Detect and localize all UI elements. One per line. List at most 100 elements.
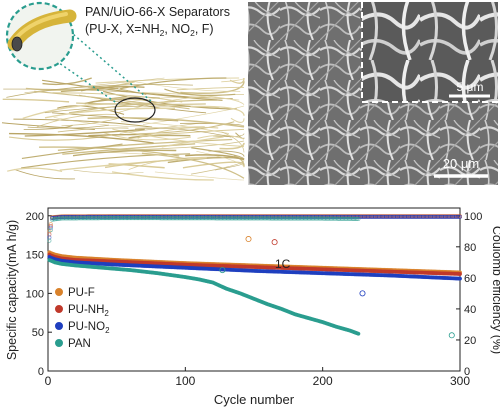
data-point bbox=[220, 216, 225, 221]
fiber-core bbox=[11, 36, 23, 52]
data-point bbox=[301, 216, 306, 221]
data-point bbox=[339, 216, 344, 221]
y2-tick-label: 0 bbox=[464, 366, 470, 378]
data-point bbox=[414, 214, 419, 219]
fiber-strand bbox=[73, 169, 144, 174]
data-point bbox=[387, 214, 392, 219]
data-point bbox=[187, 216, 192, 221]
data-point bbox=[393, 214, 398, 219]
plot-frame bbox=[47, 207, 461, 372]
fiber-strand bbox=[24, 77, 165, 94]
data-point bbox=[165, 216, 170, 221]
data-point bbox=[394, 214, 399, 219]
fiber-strand bbox=[221, 131, 245, 153]
data-point bbox=[197, 216, 202, 221]
data-point bbox=[103, 216, 108, 221]
data-point bbox=[132, 216, 137, 221]
legend-item: PU-F bbox=[55, 287, 95, 299]
data-point bbox=[170, 216, 175, 221]
data-point bbox=[324, 216, 329, 221]
data-point bbox=[295, 216, 300, 221]
y-axis-label: Specific capacity(mA h/g) bbox=[5, 220, 19, 360]
data-point bbox=[458, 276, 462, 281]
legend-swatch bbox=[55, 305, 63, 313]
data-point bbox=[348, 216, 353, 221]
data-point bbox=[89, 216, 94, 221]
data-point bbox=[87, 216, 92, 221]
data-point bbox=[383, 214, 388, 219]
data-point bbox=[456, 214, 461, 219]
data-point bbox=[256, 216, 261, 221]
data-point bbox=[276, 216, 281, 221]
data-point bbox=[403, 214, 408, 219]
data-point bbox=[268, 216, 273, 221]
fiber-strand bbox=[57, 138, 233, 151]
fiber-strand bbox=[13, 168, 76, 180]
data-point bbox=[264, 216, 269, 221]
fiber-strand bbox=[142, 92, 245, 105]
data-point bbox=[422, 214, 427, 219]
separator-schematic: PAN/UiO-66-X Separators (PU-X, X=NH2, NO… bbox=[1, 1, 245, 181]
data-point bbox=[434, 214, 439, 219]
y-tick-label: 0 bbox=[38, 366, 44, 378]
data-point bbox=[278, 216, 283, 221]
data-point bbox=[386, 214, 391, 219]
data-point bbox=[73, 216, 78, 221]
data-point bbox=[50, 217, 55, 222]
legend-label: PU-NH2 bbox=[68, 304, 109, 318]
data-point bbox=[331, 216, 336, 221]
data-point bbox=[234, 216, 239, 221]
fiber-strand bbox=[68, 99, 218, 114]
data-point bbox=[118, 216, 123, 221]
x-tick-label: 200 bbox=[313, 374, 333, 388]
data-point bbox=[107, 216, 112, 221]
data-point bbox=[353, 214, 358, 219]
inset-scale-label: 5 μm bbox=[457, 80, 484, 94]
data-point bbox=[245, 216, 250, 221]
data-point bbox=[128, 216, 133, 221]
series-pan-ce bbox=[47, 216, 361, 243]
data-point bbox=[346, 216, 351, 221]
fiber-strand bbox=[36, 113, 119, 128]
fiber-strand bbox=[53, 117, 205, 128]
data-point bbox=[392, 214, 397, 219]
data-point bbox=[368, 214, 373, 219]
data-point bbox=[306, 216, 311, 221]
fiber-strand bbox=[190, 160, 245, 175]
data-point bbox=[69, 216, 74, 221]
data-point bbox=[401, 214, 406, 219]
data-point bbox=[385, 214, 390, 219]
data-point bbox=[243, 216, 248, 221]
data-point bbox=[272, 216, 277, 221]
legend-item: PAN bbox=[55, 338, 91, 350]
data-point bbox=[63, 216, 68, 221]
fiber-strand bbox=[21, 143, 123, 160]
fiber-mesh bbox=[1, 77, 245, 181]
fiber-strand bbox=[190, 105, 245, 116]
data-point bbox=[431, 214, 436, 219]
data-point bbox=[175, 216, 180, 221]
fiber-strand bbox=[57, 105, 125, 115]
legend-item: PU-NO2 bbox=[55, 321, 110, 335]
data-point bbox=[457, 214, 462, 219]
data-point bbox=[210, 216, 215, 221]
data-point bbox=[201, 216, 206, 221]
fiber-strand bbox=[128, 134, 191, 139]
data-point bbox=[153, 216, 158, 221]
fiber-strand bbox=[9, 132, 154, 144]
y-tick-label: 150 bbox=[26, 250, 44, 262]
data-point bbox=[224, 216, 229, 221]
fiber-strand bbox=[108, 163, 165, 169]
data-point bbox=[408, 214, 413, 219]
data-point bbox=[121, 216, 126, 221]
data-point bbox=[91, 216, 96, 221]
fiber-strand bbox=[196, 150, 245, 168]
data-point bbox=[212, 216, 217, 221]
data-point bbox=[284, 216, 289, 221]
data-point bbox=[96, 216, 101, 221]
data-point bbox=[275, 216, 280, 221]
data-point bbox=[409, 214, 414, 219]
series-pu-no2 bbox=[47, 254, 462, 281]
fiber-strand bbox=[139, 128, 245, 137]
fiber-strand bbox=[141, 152, 245, 179]
